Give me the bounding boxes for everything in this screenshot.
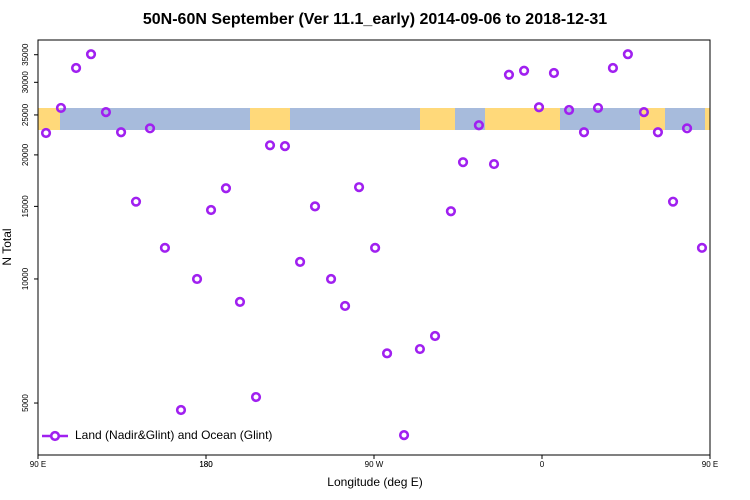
point [100,107,112,118]
point [548,67,560,79]
point [518,65,530,76]
y-tick-label: 25000 [21,103,30,126]
point [622,49,633,60]
point [309,201,321,212]
point [55,102,67,114]
point [175,404,187,416]
point [473,120,485,131]
plot-frame [37,39,711,456]
point [85,49,97,60]
point [325,273,337,285]
y-tick-label: 35000 [21,43,30,66]
point [488,158,500,170]
point [339,300,351,312]
point [638,107,650,118]
x-tick-label: 0 [540,460,545,469]
point [503,69,515,80]
point [445,206,457,217]
x-tick-label: 180 [199,460,213,469]
point [70,62,82,74]
point [578,127,590,138]
x-tick-label: 90 E [702,460,718,469]
map-strip [38,108,710,130]
point [159,242,171,253]
y-tick-label: 5000 [21,394,30,412]
point [130,196,142,207]
y-axis-label: N Total [0,228,14,265]
point [220,183,232,194]
y-tick-label: 30000 [21,71,30,94]
point [205,204,217,216]
point [144,123,156,134]
point [294,256,306,267]
point [279,141,291,152]
y-tick-label: 10000 [21,267,30,290]
point [652,127,664,138]
x-tick-label: 180 [199,460,213,469]
point [696,242,708,253]
point [381,348,393,359]
point [457,157,469,168]
legend-label: Land (Nadir&Glint) and Ocean (Glint) [75,428,272,442]
point [563,104,575,116]
point [234,296,246,307]
legend-marker [49,430,61,442]
point [533,102,545,113]
point [353,182,365,193]
point [191,273,203,285]
point [592,102,604,114]
point [414,343,426,355]
point [115,127,127,138]
x-axis-label: Longitude (deg E) [327,475,422,489]
point [264,140,276,151]
y-tick-label: 20000 [21,143,30,166]
x-tick-label: 90 W [365,460,384,469]
point [667,196,679,207]
x-tick-label: 90 E [30,460,46,469]
point [681,123,693,134]
point [40,127,52,139]
point [250,391,262,403]
point [370,242,381,253]
point [429,330,441,342]
chart-title: 50N-60N September (Ver 11.1_early) 2014-… [143,11,607,28]
y-tick-label: 15000 [21,195,30,218]
point [607,62,619,74]
point [398,429,410,441]
